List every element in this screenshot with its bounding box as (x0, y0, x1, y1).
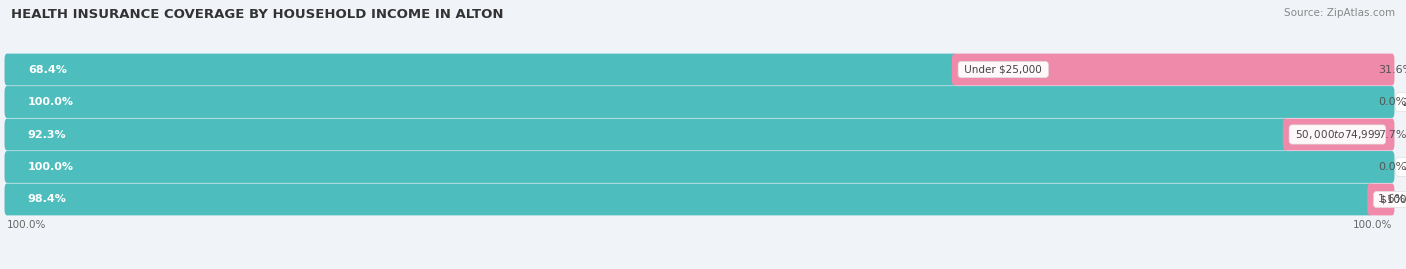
Text: $100,000 and over: $100,000 and over (1376, 194, 1406, 204)
FancyBboxPatch shape (3, 174, 1396, 225)
FancyBboxPatch shape (4, 86, 1395, 118)
Text: 98.4%: 98.4% (28, 194, 66, 204)
Text: 31.6%: 31.6% (1378, 65, 1406, 75)
Text: 0.0%: 0.0% (1378, 162, 1406, 172)
FancyBboxPatch shape (1367, 183, 1395, 215)
Text: 1.6%: 1.6% (1378, 194, 1406, 204)
Text: Source: ZipAtlas.com: Source: ZipAtlas.com (1284, 8, 1395, 18)
FancyBboxPatch shape (3, 44, 1396, 95)
FancyBboxPatch shape (4, 54, 957, 86)
FancyBboxPatch shape (952, 54, 1395, 86)
Text: $75,000 to $99,999: $75,000 to $99,999 (1399, 161, 1406, 174)
Text: 7.7%: 7.7% (1378, 129, 1406, 140)
Text: 0.0%: 0.0% (1378, 97, 1406, 107)
Text: $25,000 to $49,999: $25,000 to $49,999 (1399, 95, 1406, 108)
FancyBboxPatch shape (4, 119, 1288, 150)
Text: $50,000 to $74,999: $50,000 to $74,999 (1292, 128, 1382, 141)
FancyBboxPatch shape (3, 141, 1396, 193)
Text: HEALTH INSURANCE COVERAGE BY HOUSEHOLD INCOME IN ALTON: HEALTH INSURANCE COVERAGE BY HOUSEHOLD I… (11, 8, 503, 21)
Text: Under $25,000: Under $25,000 (962, 65, 1045, 75)
FancyBboxPatch shape (3, 76, 1396, 128)
Text: 100.0%: 100.0% (28, 162, 73, 172)
Text: 92.3%: 92.3% (28, 129, 66, 140)
FancyBboxPatch shape (4, 151, 1395, 183)
FancyBboxPatch shape (3, 108, 1396, 161)
Text: 100.0%: 100.0% (7, 220, 46, 230)
Text: 100.0%: 100.0% (28, 97, 73, 107)
Text: 100.0%: 100.0% (1353, 220, 1392, 230)
Text: 68.4%: 68.4% (28, 65, 66, 75)
FancyBboxPatch shape (1282, 119, 1395, 150)
FancyBboxPatch shape (4, 183, 1372, 215)
